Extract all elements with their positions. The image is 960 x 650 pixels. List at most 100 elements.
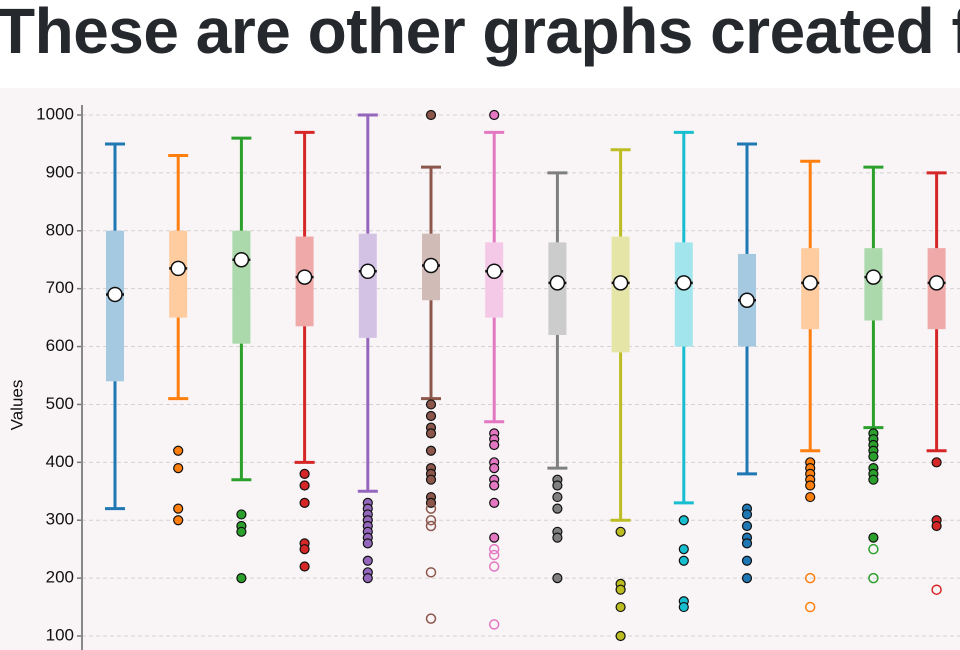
outlier — [362, 573, 373, 584]
outlier — [425, 399, 437, 410]
median-marker — [486, 263, 502, 280]
y-tick-label: 1000 — [36, 104, 74, 123]
outlier — [236, 573, 247, 584]
outlier — [678, 544, 689, 555]
chart: Values 100 200 300 400 500 600 700 800 900 1000 — [0, 88, 960, 650]
outlier — [236, 526, 247, 537]
outlier — [173, 463, 184, 474]
y-axis-label: Values — [7, 380, 26, 431]
y-tick-label: 200 — [46, 568, 74, 587]
y-tick-label: 400 — [46, 452, 74, 471]
box — [485, 242, 504, 318]
outlier — [425, 474, 437, 485]
plot-background — [0, 88, 960, 650]
y-tick-label: 900 — [46, 162, 74, 181]
median-marker — [865, 269, 882, 285]
outlier — [741, 520, 753, 532]
extreme-outlier — [425, 613, 437, 624]
y-tick-label: 100 — [46, 625, 74, 644]
outlier — [489, 480, 500, 491]
y-tick-label: 800 — [46, 220, 74, 239]
outlier — [805, 491, 816, 503]
extreme-outlier — [425, 514, 437, 526]
extreme-outlier — [488, 549, 500, 561]
outlier — [299, 561, 310, 572]
extreme-outlier — [488, 561, 500, 572]
outlier — [425, 109, 437, 121]
outlier — [931, 520, 942, 532]
extreme-outlier — [868, 543, 879, 555]
median-marker — [739, 292, 755, 308]
outlier — [741, 573, 753, 584]
outlier — [868, 532, 879, 543]
y-tick-label: 300 — [46, 510, 74, 529]
median-marker — [107, 286, 123, 303]
outlier — [552, 503, 563, 514]
median-marker — [233, 251, 250, 268]
outlier — [615, 630, 626, 642]
outlier — [741, 555, 753, 566]
extreme-outlier — [931, 584, 942, 595]
outlier — [299, 497, 310, 508]
outlier — [489, 497, 500, 508]
extreme-outlier — [804, 601, 816, 613]
outlier — [173, 445, 184, 456]
extreme-outlier — [425, 520, 437, 532]
outlier — [615, 526, 626, 537]
y-tick-label: 700 — [46, 278, 74, 297]
outlier — [173, 515, 184, 526]
outlier — [552, 532, 563, 543]
outlier — [489, 439, 500, 451]
outlier — [615, 584, 626, 595]
outlier — [173, 503, 184, 514]
median-marker — [360, 263, 376, 280]
box — [106, 230, 124, 382]
median-marker — [676, 275, 692, 291]
box — [358, 233, 377, 338]
median-marker — [423, 257, 439, 274]
box — [485, 242, 504, 318]
outlier — [678, 555, 689, 566]
outlier — [678, 601, 689, 613]
outlier — [362, 555, 373, 566]
extreme-outlier — [488, 619, 500, 630]
outlier — [741, 538, 753, 549]
outlier — [425, 410, 437, 422]
outlier — [552, 573, 563, 584]
outlier — [489, 109, 500, 121]
outlier — [805, 480, 816, 491]
extreme-outlier — [425, 567, 437, 578]
outlier — [299, 480, 310, 491]
median-marker — [549, 275, 566, 291]
box — [106, 230, 124, 382]
outlier — [868, 474, 879, 485]
outlier — [552, 491, 563, 503]
outlier — [425, 445, 437, 456]
extreme-outlier — [425, 503, 437, 514]
extreme-outlier — [804, 572, 816, 584]
median-marker — [296, 269, 313, 285]
y-tick-label: 600 — [46, 336, 74, 355]
box — [611, 236, 630, 353]
outlier — [678, 515, 689, 526]
outlier — [362, 538, 373, 549]
outlier — [489, 532, 500, 543]
median-marker — [928, 275, 945, 291]
box — [611, 236, 630, 353]
outlier — [741, 509, 753, 520]
median-marker — [802, 275, 818, 291]
median-marker — [170, 260, 186, 277]
outlier — [615, 601, 626, 613]
y-tick-label: 500 — [46, 394, 74, 413]
box — [674, 242, 693, 347]
box — [358, 233, 377, 338]
box — [232, 230, 251, 344]
page-heading: These are other graphs created f — [0, 0, 960, 67]
outlier — [299, 544, 310, 555]
outlier — [868, 451, 879, 462]
outlier — [299, 468, 310, 480]
outlier — [489, 463, 500, 474]
median-marker — [612, 275, 629, 291]
extreme-outlier — [488, 543, 500, 555]
